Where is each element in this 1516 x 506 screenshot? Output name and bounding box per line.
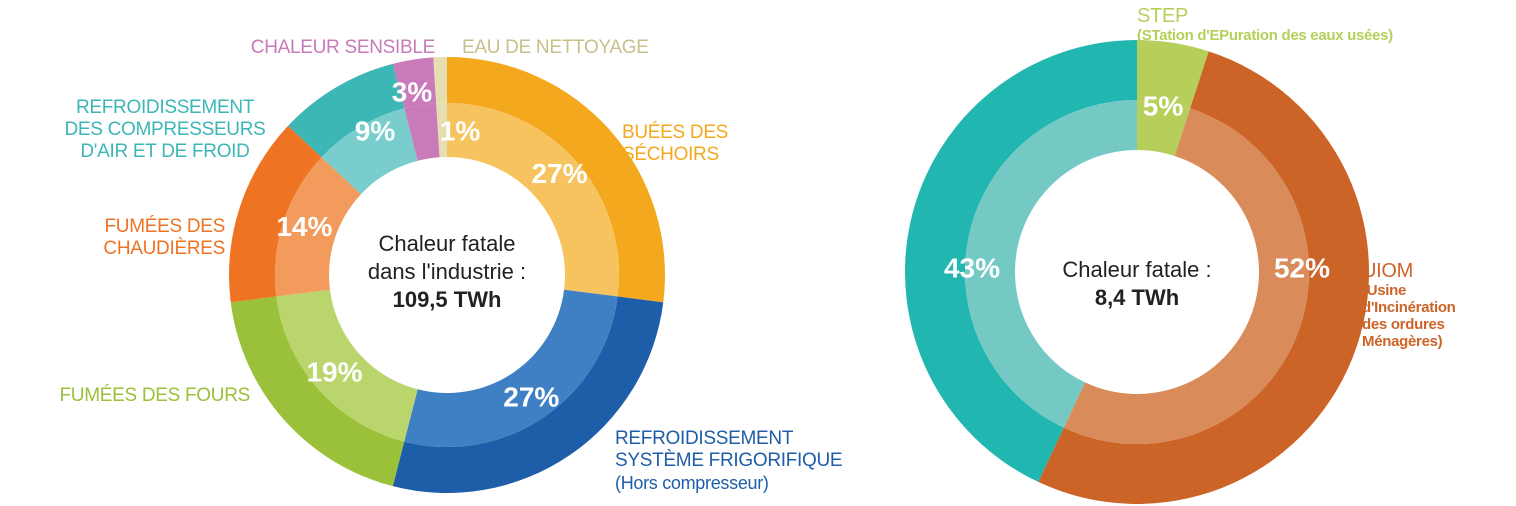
center-label: Chaleur fatale : [1062, 257, 1212, 282]
center-label: Chaleur fatale dans l'industrie : [367, 231, 527, 284]
slice-outer [230, 296, 405, 487]
value-label: 27% [531, 158, 587, 189]
category-name: FUMÉES DES CHAUDIÈRES [103, 216, 225, 259]
category-label: FUMÉES DES CHAUDIÈRES [30, 216, 225, 260]
slice-inner [447, 103, 619, 297]
slice-outer [392, 296, 664, 493]
slice-outer [905, 40, 1137, 482]
slice-outer [229, 125, 322, 303]
slice-inner [275, 157, 361, 297]
category-label: REFROIDISSEMENT SYSTÈME FRIGORIFIQUE (Hor… [615, 428, 843, 494]
category-note: (Usine d'Incinération des ordures Ménagè… [1362, 282, 1456, 350]
slice-inner [436, 103, 447, 158]
slice-inner [1137, 100, 1191, 156]
value-label: 3% [392, 76, 433, 107]
value-label: 1% [440, 115, 481, 146]
slice-inner [321, 108, 418, 195]
value-label: 19% [306, 357, 362, 388]
category-note: (STation d'EPuration des eaux usées) [1137, 27, 1393, 44]
center-text: Chaleur fatale : 8,4 TWh [1017, 256, 1257, 312]
slice-outer [288, 63, 405, 158]
category-label: BUÉES DES SÉCHOIRS [622, 122, 728, 166]
category-name: REFROIDISSEMENT DES COMPRESSEURS D'AIR E… [64, 97, 266, 162]
slice-inner [404, 289, 618, 447]
category-name: REFROIDISSEMENT SYSTÈME FRIGORIFIQUE [615, 428, 843, 471]
center-value: 109,5 TWh [392, 287, 502, 312]
value-label: 52% [1274, 252, 1330, 283]
category-name: UIOM [1362, 260, 1414, 282]
category-label: UIOM (Usine d'Incinération des ordures Mé… [1362, 260, 1456, 350]
category-name: CHALEUR SENSIBLE [250, 37, 436, 58]
value-label: 9% [355, 115, 396, 146]
value-label: 27% [503, 381, 559, 412]
category-label: STEP (STation d'EPuration des eaux usées) [1137, 5, 1393, 44]
category-label: EAU DE NETTOYAGE [462, 37, 649, 59]
category-label: REFROIDISSEMENT DES COMPRESSEURS D'AIR E… [20, 97, 310, 163]
center-value: 8,4 TWh [1094, 285, 1180, 310]
slice-inner [1063, 108, 1310, 445]
slice-inner [404, 103, 440, 161]
slice-outer [433, 57, 447, 104]
category-label: CHALEUR SENSIBLE [190, 37, 436, 59]
value-label: 43% [944, 252, 1000, 283]
value-label: 14% [276, 211, 332, 242]
slice-inner [276, 289, 418, 442]
category-name: STEP [1137, 5, 1189, 27]
value-label: 5% [1143, 90, 1184, 121]
slice-outer [447, 57, 665, 303]
slice-outer [1137, 40, 1209, 109]
category-note: (Hors compresseur) [615, 473, 769, 493]
slice-outer [1038, 51, 1370, 505]
slice-outer [392, 57, 437, 109]
category-name: BUÉES DES SÉCHOIRS [622, 122, 729, 165]
center-text: Chaleur fatale dans l'industrie : 109,5 T… [327, 230, 567, 314]
category-name: FUMÉES DES FOURS [59, 385, 251, 406]
slice-inner [965, 100, 1137, 428]
category-label: FUMÉES DES FOURS [14, 385, 251, 407]
category-name: EAU DE NETTOYAGE [462, 37, 649, 58]
